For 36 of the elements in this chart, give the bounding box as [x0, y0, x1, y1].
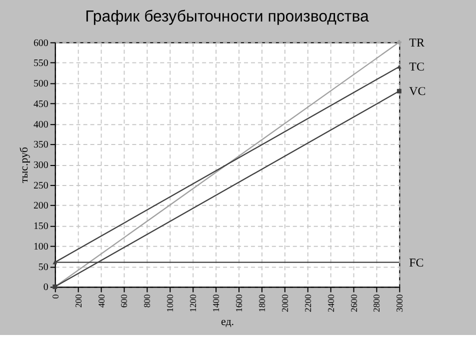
y-tick-label: 550 [33, 58, 48, 70]
x-tick-label: 2000 [280, 294, 290, 312]
x-tick-label: 400 [96, 294, 106, 308]
x-tick-label: 1400 [211, 294, 222, 312]
y-tick-label: 50 [38, 262, 48, 273]
x-tick-label: 0 [50, 294, 60, 299]
y-tick-label: 400 [33, 119, 48, 130]
x-tick-label: 1000 [165, 294, 176, 312]
y-tick-label: 350 [33, 140, 48, 151]
y-tick-label: 500 [33, 78, 48, 90]
y-tick-label: 0 [43, 282, 48, 294]
y-axis-title: тыс.руб [18, 146, 30, 184]
x-tick-label: 2400 [326, 294, 336, 312]
x-tick-label: 2600 [348, 294, 359, 312]
y-tick-label: 600 [33, 38, 48, 49]
x-tick-label: 200 [73, 294, 84, 308]
x-axis-title: ед. [221, 316, 234, 328]
x-tick-label: 600 [119, 294, 130, 308]
y-tick-label: 200 [33, 200, 48, 212]
y-tick-label: 150 [33, 221, 48, 232]
y-tick-label: 250 [33, 180, 48, 192]
series-label: TR [409, 35, 424, 50]
series-label: TC [409, 60, 424, 74]
x-tick-label: 800 [142, 294, 152, 308]
y-tick-label: 100 [33, 241, 48, 252]
x-tick-label: 1800 [256, 294, 267, 312]
x-tick-label: 1200 [188, 294, 198, 312]
x-tick-label: 2200 [302, 294, 313, 312]
series-label: FC [409, 255, 424, 270]
y-tick-label: 450 [33, 98, 48, 110]
x-tick-label: 1600 [234, 294, 244, 312]
y-tick-label: 300 [33, 160, 48, 171]
series-label: VC [409, 84, 426, 98]
x-tick-label: 2800 [372, 294, 382, 312]
x-tick-label: 3000 [394, 294, 405, 312]
chart-title: График безубыточности производства [85, 8, 370, 26]
